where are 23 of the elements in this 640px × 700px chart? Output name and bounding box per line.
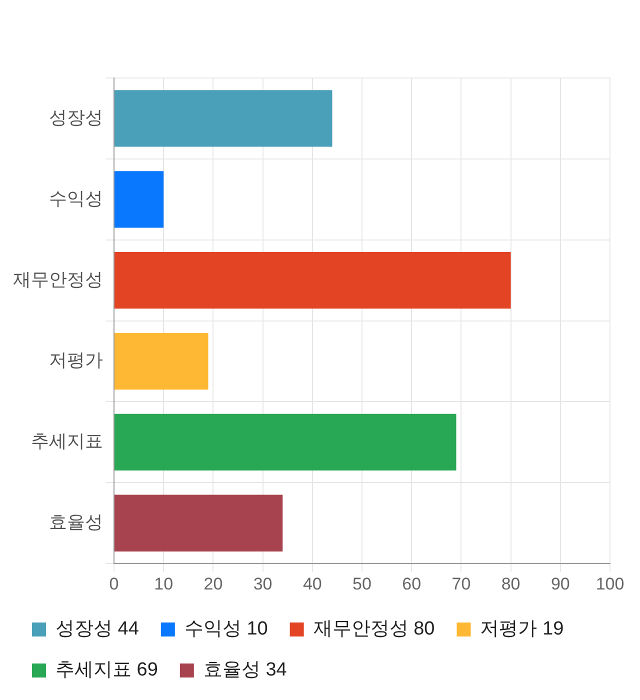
y-tick-label: 성장성 — [49, 107, 103, 128]
y-tick-label: 수익성 — [49, 188, 103, 208]
x-tick-label: 100 — [596, 574, 624, 594]
x-tick-label: 60 — [402, 574, 422, 594]
y-tick-label: 재무안정성 — [13, 269, 103, 290]
x-tick-label: 0 — [109, 574, 119, 594]
y-tick-label: 저평가 — [49, 350, 103, 370]
x-tick-label: 40 — [302, 574, 322, 594]
x-tick-label: 50 — [352, 574, 372, 594]
x-tick-label: 70 — [452, 574, 471, 594]
legend-label: 추세지표 69 — [56, 660, 158, 681]
y-tick-label: 추세지표 — [31, 431, 103, 452]
x-tick-label: 90 — [550, 574, 570, 594]
legend-label: 저평가 19 — [480, 618, 564, 640]
legend-label: 성장성 44 — [56, 618, 140, 640]
legend-label: 재무안정성 80 — [313, 618, 435, 640]
y-tick-label: 효율성 — [49, 512, 103, 532]
x-tick-label: 30 — [253, 574, 272, 594]
x-tick-label: 10 — [154, 574, 174, 594]
legend-label: 효율성 34 — [203, 660, 288, 681]
x-tick-label: 20 — [204, 574, 223, 594]
legend-label: 수익성 10 — [184, 618, 268, 640]
x-tick-label: 80 — [501, 574, 520, 594]
